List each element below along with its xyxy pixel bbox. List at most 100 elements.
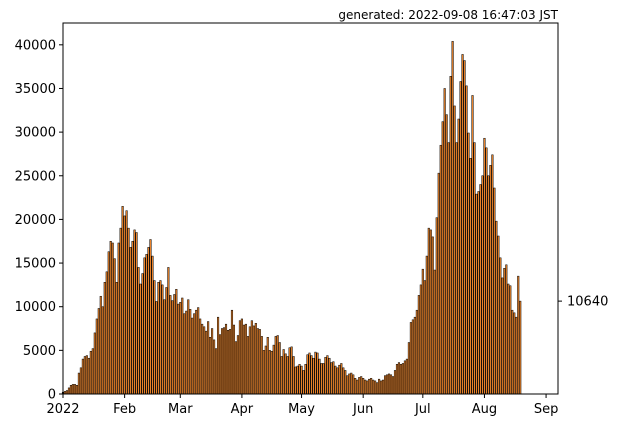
bar [455, 142, 458, 395]
bar [395, 364, 399, 395]
bar [443, 88, 446, 395]
bar [457, 118, 460, 395]
bar [338, 364, 341, 395]
bar [165, 287, 168, 395]
bar [274, 336, 277, 395]
bar [111, 242, 114, 395]
bar [483, 137, 486, 395]
bar [260, 336, 263, 395]
bar [280, 356, 283, 395]
bar [431, 236, 434, 395]
y-tick-label: 15000 [15, 257, 56, 272]
bar [75, 385, 78, 395]
bar [449, 76, 452, 395]
x-tick-label: Mar [168, 402, 193, 417]
bar [211, 328, 214, 395]
bar [342, 367, 345, 395]
bar [220, 328, 224, 395]
bar [226, 330, 230, 395]
bar [503, 268, 506, 395]
y-tick-label: 0 [48, 388, 56, 403]
bar [157, 282, 160, 395]
bar [324, 357, 327, 395]
bar [378, 378, 381, 395]
bar [465, 85, 468, 395]
bar [391, 376, 395, 395]
latest-value-label: 10640 [567, 295, 608, 310]
bar [113, 258, 116, 395]
bar [183, 313, 186, 395]
bar [203, 326, 206, 395]
bar [242, 324, 245, 395]
bar [119, 227, 122, 395]
bar [505, 264, 508, 395]
bar [401, 363, 404, 395]
bar [199, 318, 202, 395]
bar [399, 364, 403, 395]
bar [376, 382, 379, 395]
y-tick-label: 25000 [15, 169, 56, 184]
bar [302, 370, 305, 395]
bar [407, 342, 410, 395]
bar [276, 335, 279, 395]
bar [175, 289, 178, 395]
bar [389, 374, 393, 395]
latest-value-axis: 10640 [558, 295, 608, 310]
bar [95, 318, 98, 395]
y-tick-label: 30000 [15, 126, 56, 141]
bar [429, 229, 432, 395]
bar [258, 329, 261, 395]
bar [290, 346, 293, 395]
bar [117, 242, 120, 395]
bar [362, 378, 365, 395]
bar [491, 154, 494, 395]
bar [109, 240, 112, 395]
x-tick-label: May [288, 402, 315, 417]
bar [209, 337, 212, 395]
bar [393, 370, 397, 395]
bar [159, 280, 162, 395]
bar [83, 356, 86, 395]
bar [340, 363, 343, 395]
bar [326, 355, 329, 395]
bar [382, 379, 385, 395]
bar [222, 327, 226, 395]
bar [139, 283, 142, 395]
bar [296, 365, 299, 395]
bar [318, 358, 321, 395]
bar [167, 267, 170, 395]
bar [385, 374, 389, 395]
bar [246, 336, 249, 395]
bar [224, 323, 228, 395]
bar [368, 378, 371, 395]
bar [161, 284, 164, 395]
bar [171, 300, 174, 395]
bar [87, 357, 90, 395]
bar [511, 309, 514, 395]
bar [97, 308, 100, 395]
x-tick-label: Sep [534, 402, 559, 417]
bar [320, 363, 323, 395]
bar [425, 255, 428, 395]
bar [107, 251, 110, 395]
bar [77, 372, 80, 395]
bar [360, 376, 363, 395]
bar [473, 142, 476, 395]
y-tick-label: 35000 [15, 82, 56, 97]
plot-frame [62, 22, 559, 395]
bar [314, 351, 317, 395]
bar [366, 380, 369, 395]
bar [513, 312, 516, 395]
y-tick-label: 40000 [15, 38, 56, 53]
bar [264, 345, 267, 395]
bar [240, 318, 243, 395]
generated-timestamp: generated: 2022-09-08 16:47:03 JST [338, 8, 558, 22]
bar [105, 271, 108, 395]
bar [236, 335, 239, 395]
bar [316, 352, 319, 395]
bar [149, 239, 152, 395]
bar [91, 348, 94, 395]
bar [310, 355, 313, 395]
bar [177, 303, 180, 395]
bar [256, 328, 259, 395]
